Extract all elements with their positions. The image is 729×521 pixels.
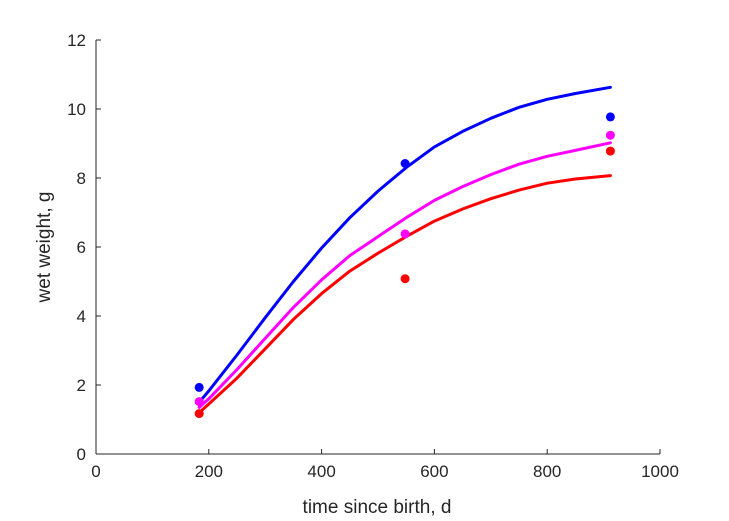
y-tick-label: 2 — [77, 376, 86, 395]
y-tick-label: 4 — [77, 307, 86, 326]
series-0-point — [400, 159, 410, 168]
x-axis-label: time since birth, d — [303, 497, 452, 518]
series-1-point — [400, 229, 410, 239]
y-tick-label: 12 — [67, 31, 86, 50]
x-tick-label: 0 — [91, 462, 100, 481]
y-tick-label: 8 — [77, 169, 86, 188]
series-1-point — [605, 130, 615, 140]
axes: 0 200 400 600 800 1000 0 2 4 6 8 10 12 — [67, 31, 679, 481]
series-1-point — [194, 397, 204, 407]
y-tick-label: 0 — [77, 445, 86, 464]
x-tick-label: 200 — [195, 462, 223, 481]
series-0-point — [194, 382, 204, 392]
series-0-curve — [197, 85, 612, 404]
x-tick-label: 800 — [533, 462, 561, 481]
x-tick-label: 1000 — [641, 462, 679, 481]
series-2-curve — [197, 174, 612, 415]
y-tick-label: 10 — [67, 100, 86, 119]
data-points — [194, 112, 615, 419]
series-0-point — [605, 112, 615, 122]
x-tick-label: 600 — [420, 462, 448, 481]
x-tick-label: 400 — [307, 462, 335, 481]
series-1-curve — [197, 141, 612, 409]
series-2-point — [605, 146, 615, 156]
series-2-point — [194, 409, 204, 419]
y-tick-label: 6 — [77, 238, 86, 257]
curves — [197, 85, 612, 415]
y-axis-label: wet weight, g — [34, 192, 55, 304]
series-2-point — [400, 274, 410, 284]
